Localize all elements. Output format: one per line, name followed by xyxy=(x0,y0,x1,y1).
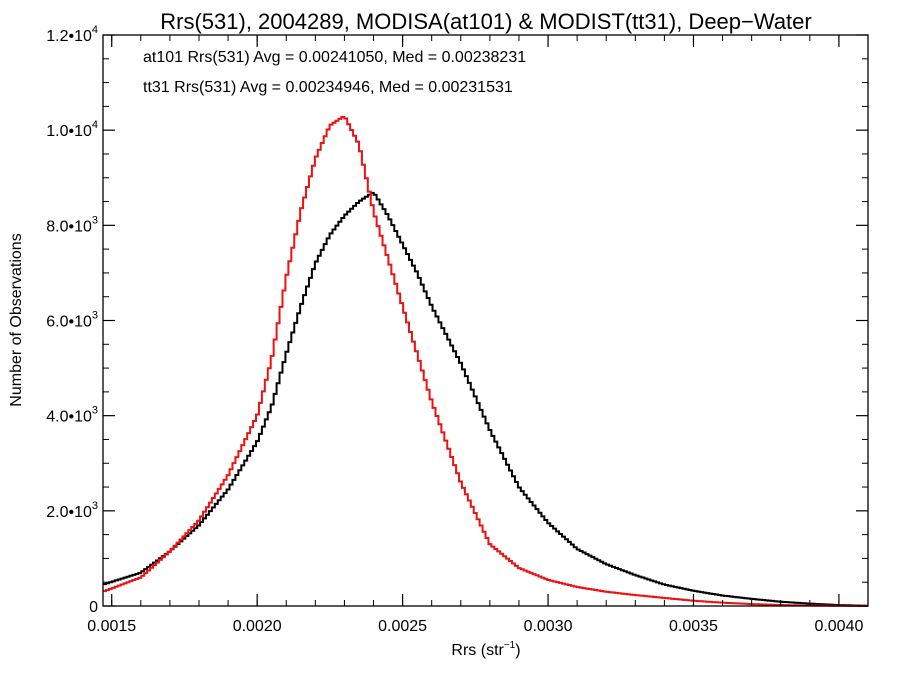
series-layer xyxy=(103,115,868,607)
series-line-0 xyxy=(103,191,868,607)
y-tick-label: 0 xyxy=(89,599,98,616)
y-axis: 0 2.0•103 4.0•103 6.0•103 8.0•103 1.0•104 1.2•… xyxy=(46,24,868,616)
annotation-at101: at101 Rrs(531) Avg = 0.00241050, Med = 0… xyxy=(143,49,526,66)
y-axis-label: Number of Observations xyxy=(8,233,25,406)
x-tick-label: 0.0025 xyxy=(378,618,427,635)
x-axis-label: Rrs (str−1) xyxy=(451,640,520,659)
y-tick-label: 6.0•103 xyxy=(46,310,98,331)
y-tick-label: 8.0•103 xyxy=(46,214,98,235)
series-line-1 xyxy=(103,115,868,607)
x-axis-label-close: ) xyxy=(515,642,520,659)
x-tick-label: 0.0040 xyxy=(814,618,863,635)
y-tick-label: 1.2•104 xyxy=(46,24,98,45)
y-tick-label: 2.0•103 xyxy=(46,500,98,521)
x-axis-label-text: Rrs (str xyxy=(451,642,504,659)
x-tick-label: 0.0035 xyxy=(669,618,718,635)
x-axis: 0.0015 0.0020 0.0025 0.0030 0.0035 0.0040 xyxy=(87,35,869,635)
plot-frame xyxy=(102,34,869,607)
x-axis-label-sup: −1 xyxy=(504,640,516,651)
y-tick-label: 4.0•103 xyxy=(46,405,98,426)
x-tick-label: 0.0030 xyxy=(524,618,573,635)
x-tick-label: 0.0015 xyxy=(87,618,136,635)
x-tick-label: 0.0020 xyxy=(233,618,282,635)
annotation-tt31: tt31 Rrs(531) Avg = 0.00234946, Med = 0.… xyxy=(143,79,513,96)
chart-title: Rrs(531), 2004289, MODISA(at101) & MODIS… xyxy=(160,9,811,34)
y-tick-label: 1.0•104 xyxy=(46,119,98,140)
